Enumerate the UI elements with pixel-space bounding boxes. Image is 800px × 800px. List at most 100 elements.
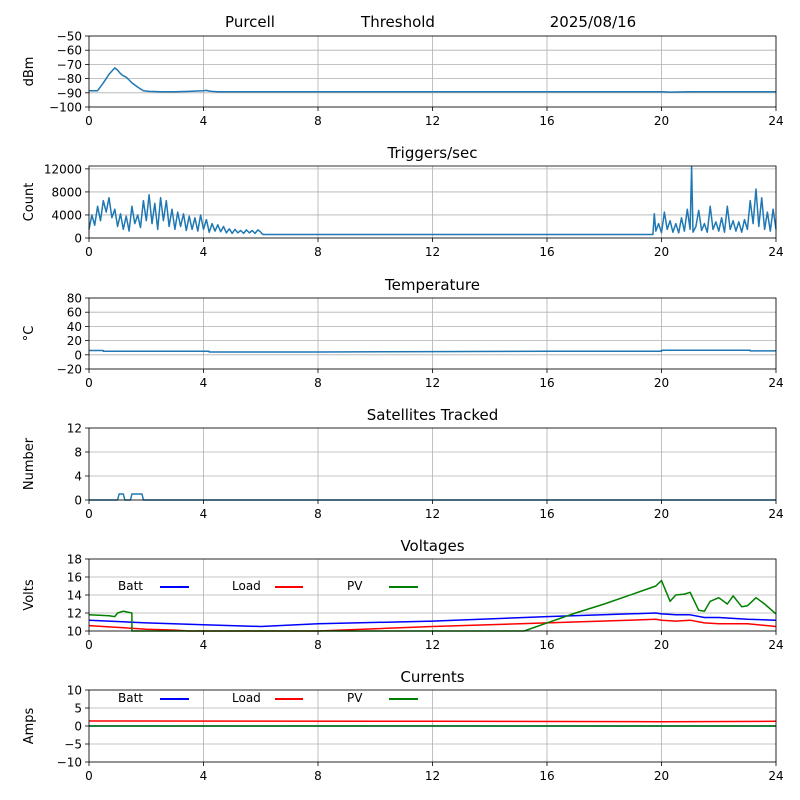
triggers-y-tick-label: 0 xyxy=(74,232,82,246)
currents-y-tick-label: −10 xyxy=(57,756,82,770)
satellites-x-tick-label: 16 xyxy=(539,507,554,521)
currents-legend-batt-label: Batt xyxy=(118,691,143,705)
triggers-y-tick-label: 12000 xyxy=(44,162,82,176)
temperature-series-line xyxy=(89,349,776,353)
signal-x-tick-label: 0 xyxy=(85,114,93,128)
triggers-y-axis-label: Count xyxy=(22,183,37,222)
voltages-y-tick-label: 12 xyxy=(67,607,82,621)
currents-x-tick-label: 4 xyxy=(200,769,208,783)
temperature-y-axis-label: °C xyxy=(22,326,37,342)
satellites-x-tick-label: 4 xyxy=(200,507,208,521)
satellites-x-tick-label: 12 xyxy=(425,507,440,521)
triggers-x-tick-label: 24 xyxy=(768,245,783,259)
currents-x-tick-label: 12 xyxy=(425,769,440,783)
temperature-y-tick-label: 60 xyxy=(67,306,82,320)
voltages-series-pv xyxy=(88,579,777,632)
temperature-y-tick-label: 40 xyxy=(67,320,82,334)
voltages-legend-batt-label: Batt xyxy=(118,579,143,593)
satellites-title: Satellites Tracked xyxy=(367,406,498,424)
voltages-y-tick-label: 14 xyxy=(67,589,82,603)
satellites-y-axis-label: Number xyxy=(22,437,37,490)
voltages-legend: Batt Load PV xyxy=(118,579,418,593)
triggers-x-tick-label: 16 xyxy=(539,245,554,259)
signal-y-tick-label: −100 xyxy=(49,101,82,115)
currents-y-tick-label: 10 xyxy=(67,684,82,698)
triggers-title: Triggers/sec xyxy=(387,144,478,162)
currents-y-axis-label: Amps xyxy=(22,707,37,744)
currents-x-tick-label: 24 xyxy=(768,769,783,783)
currents-x-tick-label: 0 xyxy=(85,769,93,783)
signal-y-tick-label: −70 xyxy=(57,58,82,72)
triggers-x-tick-label: 12 xyxy=(425,245,440,259)
temperature-x-tick-label: 24 xyxy=(768,376,783,390)
voltages-x-tick-label: 4 xyxy=(200,638,208,652)
currents-x-tick-label: 8 xyxy=(314,769,322,783)
temperature-x-tick-label: 16 xyxy=(539,376,554,390)
voltages-x-tick-label: 12 xyxy=(425,638,440,652)
triggers-y-tick-label: 4000 xyxy=(51,208,82,222)
panel-satellites: 0 4 8 12 16 20 24 0 4 8 12 Satellites Tracked Number xyxy=(22,406,784,521)
voltages-y-axis-label: Volts xyxy=(22,579,37,611)
signal-y-tick-label: −80 xyxy=(57,72,82,86)
voltages-x-tick-label: 24 xyxy=(768,638,783,652)
temperature-title: Temperature xyxy=(384,276,480,294)
currents-x-tick-label: 16 xyxy=(539,769,554,783)
voltages-x-tick-label: 0 xyxy=(85,638,93,652)
signal-y-tick-label: −60 xyxy=(57,44,82,58)
signal-y-tick-label: −90 xyxy=(57,86,82,100)
signal-y-axis-label: dBm xyxy=(22,57,37,87)
signal-x-tick-label: 4 xyxy=(200,114,208,128)
satellites-x-tick-label: 24 xyxy=(768,507,783,521)
satellites-y-tick-label: 4 xyxy=(74,470,82,484)
temperature-y-tick-label: −20 xyxy=(57,363,82,377)
voltages-y-tick-label: 10 xyxy=(67,625,82,639)
voltages-series-batt xyxy=(88,612,777,628)
satellites-x-tick-label: 20 xyxy=(654,507,669,521)
signal-series-line xyxy=(89,67,776,93)
signal-x-tick-label: 20 xyxy=(654,114,669,128)
header-mode: Threshold xyxy=(360,13,435,31)
panel-currents: 0 4 8 12 16 20 24 −10 −5 0 5 10 Currents Amps xyxy=(22,668,784,783)
satellites-y-tick-label: 0 xyxy=(74,494,82,508)
triggers-x-tick-label: 4 xyxy=(200,245,208,259)
voltages-y-tick-label: 18 xyxy=(67,553,82,567)
currents-legend: Batt Load PV xyxy=(118,691,418,705)
voltages-legend-load-label: Load xyxy=(232,579,261,593)
panel-voltages: 0 4 8 12 16 20 24 10 12 14 16 18 Voltages Volts xyxy=(22,537,784,652)
voltages-series-load xyxy=(88,618,777,632)
triggers-x-tick-label: 20 xyxy=(654,245,669,259)
header-station: Purcell xyxy=(225,13,275,31)
voltages-x-tick-label: 20 xyxy=(654,638,669,652)
currents-legend-load-label: Load xyxy=(232,691,261,705)
currents-title: Currents xyxy=(400,668,464,686)
triggers-x-tick-label: 8 xyxy=(314,245,322,259)
voltages-y-tick-label: 16 xyxy=(67,571,82,585)
satellites-y-tick-label: 12 xyxy=(67,422,82,436)
satellites-x-tick-label: 8 xyxy=(314,507,322,521)
voltages-title: Voltages xyxy=(400,537,464,555)
currents-y-tick-label: 0 xyxy=(74,720,82,734)
signal-x-tick-label: 8 xyxy=(314,114,322,128)
voltages-x-tick-label: 8 xyxy=(314,638,322,652)
currents-y-tick-label: −5 xyxy=(64,738,82,752)
temperature-y-tick-label: 80 xyxy=(67,292,82,306)
header-date: 2025/08/16 xyxy=(550,13,636,31)
panel-triggers: 0 4 8 12 16 20 24 0 4000 8000 12000 Triggers/sec Cou… xyxy=(22,144,784,259)
temperature-y-tick-label: 20 xyxy=(67,334,82,348)
currents-y-tick-label: 5 xyxy=(74,702,82,716)
temperature-x-tick-label: 8 xyxy=(314,376,322,390)
temperature-y-tick-label: 0 xyxy=(74,348,82,362)
panel-signal: 0 4 8 12 16 20 24 −100−90−80−70−60−50 dBm xyxy=(22,30,784,129)
temperature-x-tick-label: 4 xyxy=(200,376,208,390)
satellites-x-tick-label: 0 xyxy=(85,507,93,521)
signal-x-tick-label: 16 xyxy=(539,114,554,128)
currents-legend-pv-label: PV xyxy=(347,691,363,705)
currents-series-load xyxy=(88,720,777,723)
signal-y-tick-label: −50 xyxy=(57,30,82,44)
currents-x-tick-label: 20 xyxy=(654,769,669,783)
signal-x-tick-label: 24 xyxy=(768,114,783,128)
satellites-y-tick-label: 8 xyxy=(74,446,82,460)
